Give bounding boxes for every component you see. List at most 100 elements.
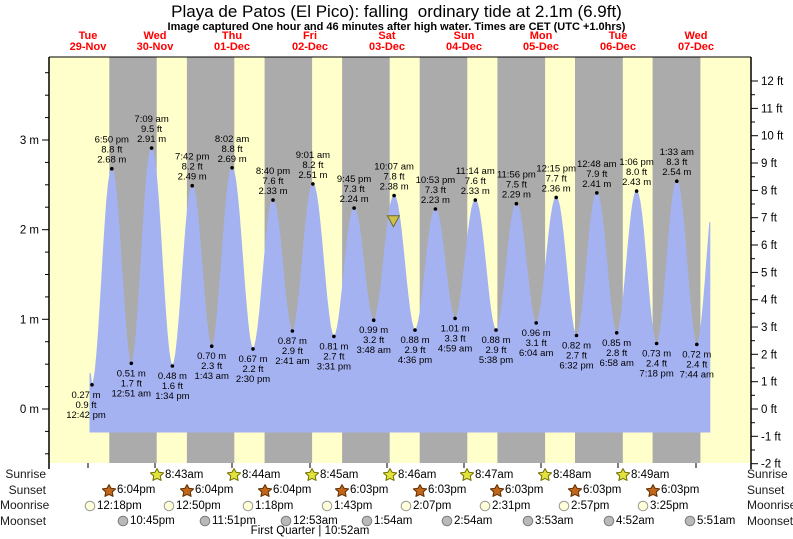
moonset-circle-icon xyxy=(522,515,534,527)
moonset-event-time: 10:45pm xyxy=(130,515,175,527)
low-tide-dot xyxy=(413,328,417,332)
sunrise-event-time: 8:44am xyxy=(242,468,281,481)
moonrise-circle-icon xyxy=(400,500,412,511)
right-axis-tick-label: 11 ft xyxy=(761,103,783,115)
low-tide-label: 0.96 m 3.1 ft 6:04 am xyxy=(519,328,553,359)
sunset-event-time: 6:03pm xyxy=(428,484,467,496)
day-of-week: Wed xyxy=(684,30,708,42)
high-tide-dot xyxy=(392,193,396,198)
moonrise-circle-icon xyxy=(321,500,333,511)
day-date: 04-Dec xyxy=(445,41,483,53)
sunrise-star-icon xyxy=(383,468,397,481)
high-tide-dot xyxy=(634,189,639,193)
high-tide-dot xyxy=(352,206,356,210)
high-tide-label: 12:48 am 7.9 ft 2.41 m xyxy=(577,159,617,190)
sunrise-event-time: 8:45am xyxy=(320,468,359,481)
day-date: 05-Dec xyxy=(522,41,560,53)
left-axis-tick-label: 1 m xyxy=(20,314,39,326)
low-tide-dot xyxy=(574,333,579,338)
day-of-week: Sun xyxy=(453,30,475,42)
sunset-event: 6:04pm xyxy=(180,483,233,497)
right-axis-tick-label: 9 ft xyxy=(761,158,778,170)
sunset-star-icon xyxy=(258,483,272,497)
sunrise-row-label-right: Sunrise xyxy=(747,467,788,481)
moon-phase-label: First Quarter | 10:52am xyxy=(250,525,370,537)
sunrise-star-icon xyxy=(538,468,552,481)
low-tide-dot xyxy=(695,342,699,347)
right-axis-tick-label: 5 ft xyxy=(761,267,778,279)
high-tide-label: 6:50 pm 8.8 ft 2.68 m xyxy=(95,135,129,166)
moonset-event: 4:52am xyxy=(603,514,654,528)
day-date: 29-Nov xyxy=(69,41,107,53)
sunrise-event: 8:45am xyxy=(305,468,358,482)
low-tide-dot xyxy=(614,331,619,335)
left-axis-tick-label: 0 m xyxy=(20,404,39,416)
moonrise-event-time: 2:07pm xyxy=(413,499,452,512)
moonrise-circle-icon xyxy=(163,500,175,511)
low-tide-dot xyxy=(129,361,134,366)
day-label: Thu 01-Dec xyxy=(214,31,250,53)
sunrise-row-label-left: Sunrise xyxy=(5,467,46,481)
right-axis-tick-label: 7 ft xyxy=(761,213,778,225)
low-tide-label: 0.88 m 2.9 ft 4:36 pm xyxy=(398,335,432,366)
low-tide-label: 0.48 m 1.6 ft 1:34 pm xyxy=(155,371,189,402)
moonset-event: 10:45pm xyxy=(117,514,175,528)
high-tide-label: 10:07 am 7.8 ft 2.38 m xyxy=(374,162,414,193)
left-axis-tick-label: 3 m xyxy=(20,135,39,147)
sunrise-event: 8:43am xyxy=(150,468,203,482)
high-tide-label: 1:06 pm 8.0 ft 2.43 m xyxy=(619,157,653,188)
low-tide-dot xyxy=(371,318,376,323)
sunset-star-icon xyxy=(413,483,427,497)
high-tide-label: 8:40 pm 7.6 ft 2.33 m xyxy=(256,166,290,197)
moonset-circle-icon xyxy=(603,515,615,527)
day-date: 06-Dec xyxy=(599,41,637,53)
low-tide-label: 0.88 m 2.9 ft 5:38 pm xyxy=(479,335,513,366)
sunset-event-time: 6:03pm xyxy=(661,484,700,496)
moonrise-event-time: 1:18pm xyxy=(255,499,294,512)
sunrise-star-icon xyxy=(305,468,319,481)
sunrise-event-time: 8:47am xyxy=(475,468,514,481)
high-tide-dot xyxy=(595,191,599,195)
moonset-event: 3:53am xyxy=(522,514,573,528)
sunrise-star-icon xyxy=(150,468,164,481)
sunrise-event: 8:44am xyxy=(227,468,280,482)
day-label: Wed 30-Nov xyxy=(137,31,174,53)
sunset-row-label-left: Sunset xyxy=(8,482,46,497)
low-tide-label: 0.99 m 3.2 ft 3:48 am xyxy=(357,325,391,356)
sunrise-event: 8:48am xyxy=(538,468,591,482)
low-tide-dot xyxy=(332,334,336,339)
sunset-event-time: 6:04pm xyxy=(273,484,312,496)
moonset-event-time: 3:53am xyxy=(535,515,574,527)
page-subtitle: Image captured One hour and 46 minutes a… xyxy=(167,21,626,33)
high-tide-dot xyxy=(110,166,114,171)
day-label: Tue 29-Nov xyxy=(70,31,107,53)
high-tide-dot xyxy=(149,146,154,150)
low-tide-dot xyxy=(654,341,659,346)
moonset-circle-icon xyxy=(441,515,453,527)
sunset-star-icon xyxy=(490,483,504,497)
right-axis-tick-label: 12 ft xyxy=(761,76,784,88)
moonset-event-time: 1:54am xyxy=(374,515,413,527)
moonrise-event: 2:57pm xyxy=(558,499,609,513)
right-axis-tick-label: 2 ft xyxy=(761,349,778,361)
low-tide-dot xyxy=(494,328,498,332)
sunrise-event-time: 8:46am xyxy=(398,468,437,481)
left-axis-tick-label: 2 m xyxy=(20,225,39,237)
sunset-event: 6:04pm xyxy=(102,483,155,497)
low-tide-label: 0.85 m 2.8 ft 6:58 am xyxy=(600,338,634,369)
high-tide-label: 11:14 am 7.6 ft 2.33 m xyxy=(456,166,495,197)
low-tide-label: 0.87 m 2.9 ft 2:41 am xyxy=(275,336,309,367)
moonrise-event-time: 3:25pm xyxy=(650,499,689,512)
right-axis-tick-label: 0 ft xyxy=(761,404,778,416)
sunset-star-icon xyxy=(568,483,582,497)
low-tide-dot xyxy=(453,316,457,321)
low-tide-dot xyxy=(209,344,214,349)
moonrise-event: 12:50pm xyxy=(163,499,221,513)
sunrise-star-icon xyxy=(616,468,630,481)
high-tide-label: 7:09 am 9.5 ft 2.91 m xyxy=(134,114,168,145)
low-tide-label: 0.67 m 2.2 ft 2:30 pm xyxy=(236,354,270,385)
sunrise-event: 8:49am xyxy=(616,468,669,482)
moonrise-circle-icon xyxy=(479,500,491,511)
